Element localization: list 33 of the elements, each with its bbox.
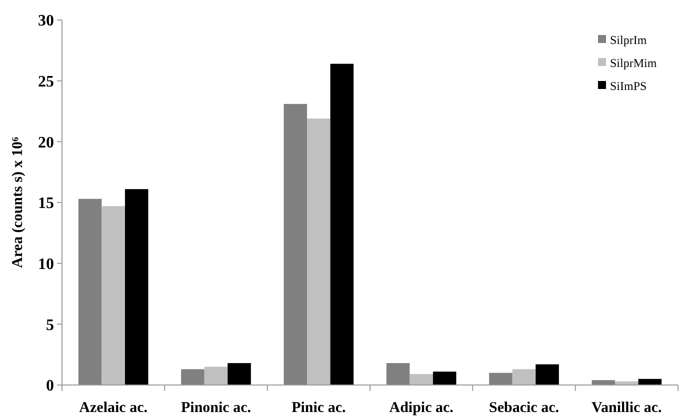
bar xyxy=(410,374,433,385)
x-tick-label: Sebacic ac. xyxy=(489,400,560,416)
bar xyxy=(78,198,102,385)
x-tick-label: Pinic ac. xyxy=(292,400,346,416)
bar xyxy=(489,372,512,385)
y-tick-label: 30 xyxy=(38,12,54,30)
y-tick-label: 15 xyxy=(38,195,54,212)
y-tick-label: 0 xyxy=(46,378,54,395)
bar xyxy=(592,380,616,385)
bar xyxy=(284,104,308,385)
y-axis-title: Area (counts s) x 10⁶ xyxy=(10,136,26,268)
y-tick-label: 10 xyxy=(38,256,54,273)
bar xyxy=(181,369,204,385)
bar xyxy=(102,206,125,385)
legend-label: SilprIm xyxy=(610,33,648,48)
y-tick-label: 5 xyxy=(46,316,54,334)
legend-label: SilprMim xyxy=(610,56,658,70)
bar xyxy=(204,366,228,385)
x-tick-label: Adipic ac. xyxy=(389,400,454,416)
bar xyxy=(124,189,148,385)
y-tick-label: 25 xyxy=(38,73,54,90)
bar xyxy=(386,363,410,385)
x-tick-label: Pinonic ac. xyxy=(181,400,252,416)
bar xyxy=(432,372,456,385)
bar xyxy=(307,118,330,385)
x-tick-label: Vanillic ac. xyxy=(592,400,662,416)
bar xyxy=(330,64,354,385)
bar xyxy=(228,363,251,385)
legend-label: SiImPS xyxy=(610,79,647,94)
x-tick-label: Azelaic ac. xyxy=(79,400,148,416)
bar xyxy=(512,369,536,385)
y-tick-label: 20 xyxy=(38,134,54,152)
bar xyxy=(536,364,559,385)
